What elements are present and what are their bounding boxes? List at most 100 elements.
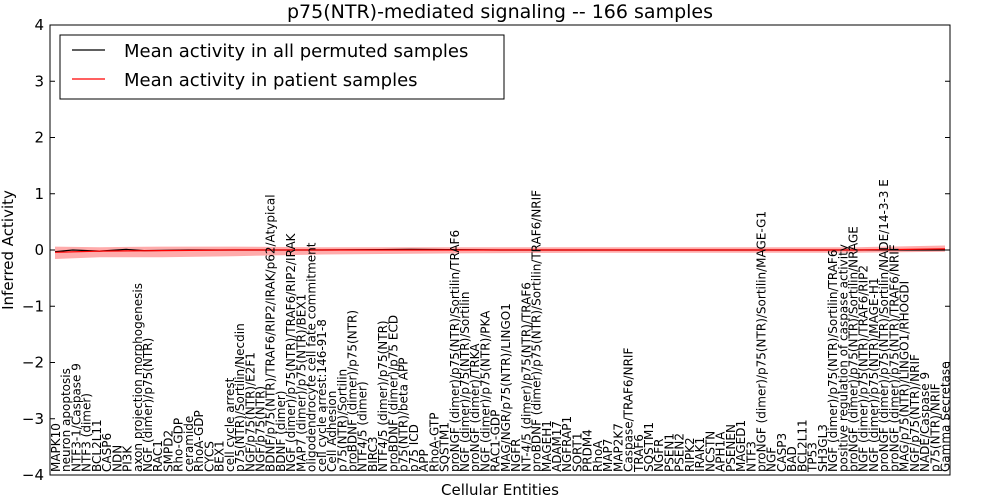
entity-label: ceramide: [182, 416, 196, 472]
entity-label: NTF3-1/Caspase 9: [69, 363, 83, 472]
entity-label: NGF (dimer)/p75(NTR)/TRAF6/RIP2: [857, 265, 871, 472]
entity-label: MAPK10: [49, 423, 63, 472]
entity-label: RIPK2: [683, 437, 697, 472]
entity-label: CASP6: [100, 433, 114, 472]
entity-label: MAP2K7: [611, 423, 625, 472]
entity-label: MAGEH1: [540, 420, 554, 472]
y-tick-label: 2: [34, 129, 44, 147]
entity-label: BAD: [785, 446, 799, 472]
entity-label: proBDNF (dimer)/p75 ECD: [386, 315, 400, 472]
entity-label: NGF (dimer)/p75(NTR)/TRAF6/RIP2/IRAK: [284, 232, 298, 472]
entity-label: NGF (dimer)/p75(NTR): [141, 338, 155, 472]
entity-label: TRAF6: [632, 434, 646, 473]
entity-label: p75(NTR)/Sortilin: [335, 369, 349, 472]
entity-label: proBDNF (dimer)/p75(NTR)/Sortilin/TRAF6/…: [530, 190, 544, 472]
entity-label: NTF4/5 (dimer): [356, 381, 370, 472]
y-tick-label: −3: [22, 410, 44, 428]
entity-label: RAC1-GDP: [489, 410, 503, 472]
y-tick-label: 0: [34, 241, 44, 259]
entity-label: BIRC3: [366, 436, 380, 472]
entity-label: CYCS: [202, 441, 216, 472]
y-tick-label: 1: [34, 185, 44, 203]
entity-label: NDN: [110, 445, 124, 472]
entity-label: BCL2L11: [795, 419, 809, 472]
entity-label: PRDM4: [581, 429, 595, 472]
legend-label-patient: Mean activity in patient samples: [124, 70, 418, 91]
entity-label: SORT1: [570, 433, 584, 473]
y-tick-label: −1: [22, 297, 44, 315]
entity-label: BDNF (dimer): [274, 391, 288, 473]
entity-label: IRAK1: [693, 437, 707, 472]
entity-label: proNGF (dimer)/TRKA: [468, 343, 482, 472]
x-axis-label: Cellular Entities: [441, 481, 559, 499]
y-tick-label: −4: [22, 466, 44, 484]
entity-label: axon projection morphogenesis: [131, 283, 145, 472]
entity-label: Caspase/TRAF6/NRIF: [622, 348, 636, 472]
entity-label: RhoA: [591, 440, 605, 472]
entity-label: NADE/Caspase 9: [918, 372, 932, 472]
entity-label: MAP7 (dimer)/p75(NTR)/BEX1: [294, 294, 308, 472]
entity-label: MAP7: [601, 439, 615, 472]
entity-label: Gamma Secretase: [939, 361, 953, 472]
patient-confidence-band: [55, 245, 945, 259]
legend: Mean activity in all permuted samples Me…: [59, 34, 505, 100]
entity-label: RhoA-GDP: [192, 410, 206, 472]
entity-label: SQSTM1: [642, 422, 656, 472]
entity-label: NGF/p75(NTR)/NRIF: [908, 354, 922, 472]
chart-title: p75(NTR)-mediated signaling -- 166 sampl…: [287, 1, 713, 23]
plot-frame: [49, 24, 951, 476]
entity-label: NCSTN: [703, 431, 717, 472]
entity-label: RAC1: [151, 440, 165, 472]
entity-label: NGF/p75(NTR): [254, 386, 268, 472]
y-axis-label: Inferred Activity: [0, 190, 17, 310]
entity-label: PSENEN: [724, 424, 738, 472]
entity-label: p75(NTR)/Sortilin/Necdin: [233, 323, 247, 472]
entity-label: APH1A: [714, 431, 728, 472]
entity-label: NGFR: [509, 438, 523, 472]
entity-label: NGF: [765, 447, 779, 472]
entity-label: proNGF (dimer)/p75(NTR)/Sortilin/NRAGE: [847, 226, 861, 472]
entity-label: TP53: [806, 442, 820, 473]
entity-label: neuron apoptosis: [59, 368, 73, 472]
entity-label: p75(NTR)/beta APP: [397, 358, 411, 473]
entity-label: Rho-GDP: [172, 418, 186, 472]
patient-mean-line: [54, 248, 946, 253]
entity-label: MAG/NGR/p75(NTR)/LINGO1: [499, 303, 513, 472]
entity-label: NGF (dimer)/p75(NTR)/MAGE-H1: [867, 277, 881, 472]
entity-label: NTF3 (dimer): [80, 393, 94, 472]
entity-label: PSEN1: [663, 433, 677, 472]
entity-label: SMPD2: [162, 430, 176, 472]
entity-label: NGF (dimer)/p75(NTR)/Sortilin/TRAF6: [826, 250, 840, 472]
entity-label: Cell Adhesion: [325, 391, 339, 472]
entity-label: NTF4/5 (dimer)/p75(NTR): [376, 320, 390, 472]
entity-label: ADAM17: [550, 421, 564, 472]
entity-label: SQSTM1: [438, 422, 452, 472]
entity-label: PSEN2: [673, 433, 687, 472]
entity-label: BDNF/p75(NTR)/TRAF6/RIP2/IRAK/p62/Atypic…: [264, 194, 278, 472]
entity-label: proBDNF (dimer)/p75(NTR): [346, 310, 360, 472]
entity-label: cell cycle arrest: [223, 377, 237, 472]
entity-label: NTF3: [744, 441, 758, 472]
entity-label: proNGF (dimer)/p75(NTR)/Sortilin/TRAF6: [448, 230, 462, 472]
entity-label: NGF/p75(NTR)/E2F1: [243, 352, 257, 472]
entity-label: proNGF (dimer)/p75(NTR)/Sortilin/NADE/14…: [877, 179, 891, 472]
entity-label: PI3K: [121, 445, 135, 472]
entity-label: NGF (dimer)/p75(NTR)/PKA: [478, 310, 492, 472]
y-tick-label: 3: [34, 72, 44, 90]
entity-label: SH3GL3: [816, 424, 830, 472]
entity-label: p75 ICD: [407, 424, 421, 472]
entity-label: RhoA-GTP: [427, 413, 441, 472]
legend-label-permuted: Mean activity in all permuted samples: [124, 41, 468, 62]
entity-label: CASP3: [775, 433, 789, 472]
entity-label: NGF (dimer)/p75(NTR)/Sortilin: [458, 292, 472, 473]
plot-area: [54, 245, 946, 259]
entity-label: p75(NTR)/NRIF: [928, 383, 942, 472]
entity-label: proNGF (dimer)/p75(NTR)/Sortilin/MAGE-G1: [755, 211, 769, 472]
entity-label: MAG/p75(NTR)/LINGO1/RHOGDI: [898, 281, 912, 472]
entity-label: positive regulation of caspase activity: [836, 244, 850, 472]
entity-label: NGFR: [652, 438, 666, 472]
entity-label: cell cycle arrest:146-91-8: [315, 319, 329, 472]
y-tick-label: 4: [34, 16, 44, 34]
